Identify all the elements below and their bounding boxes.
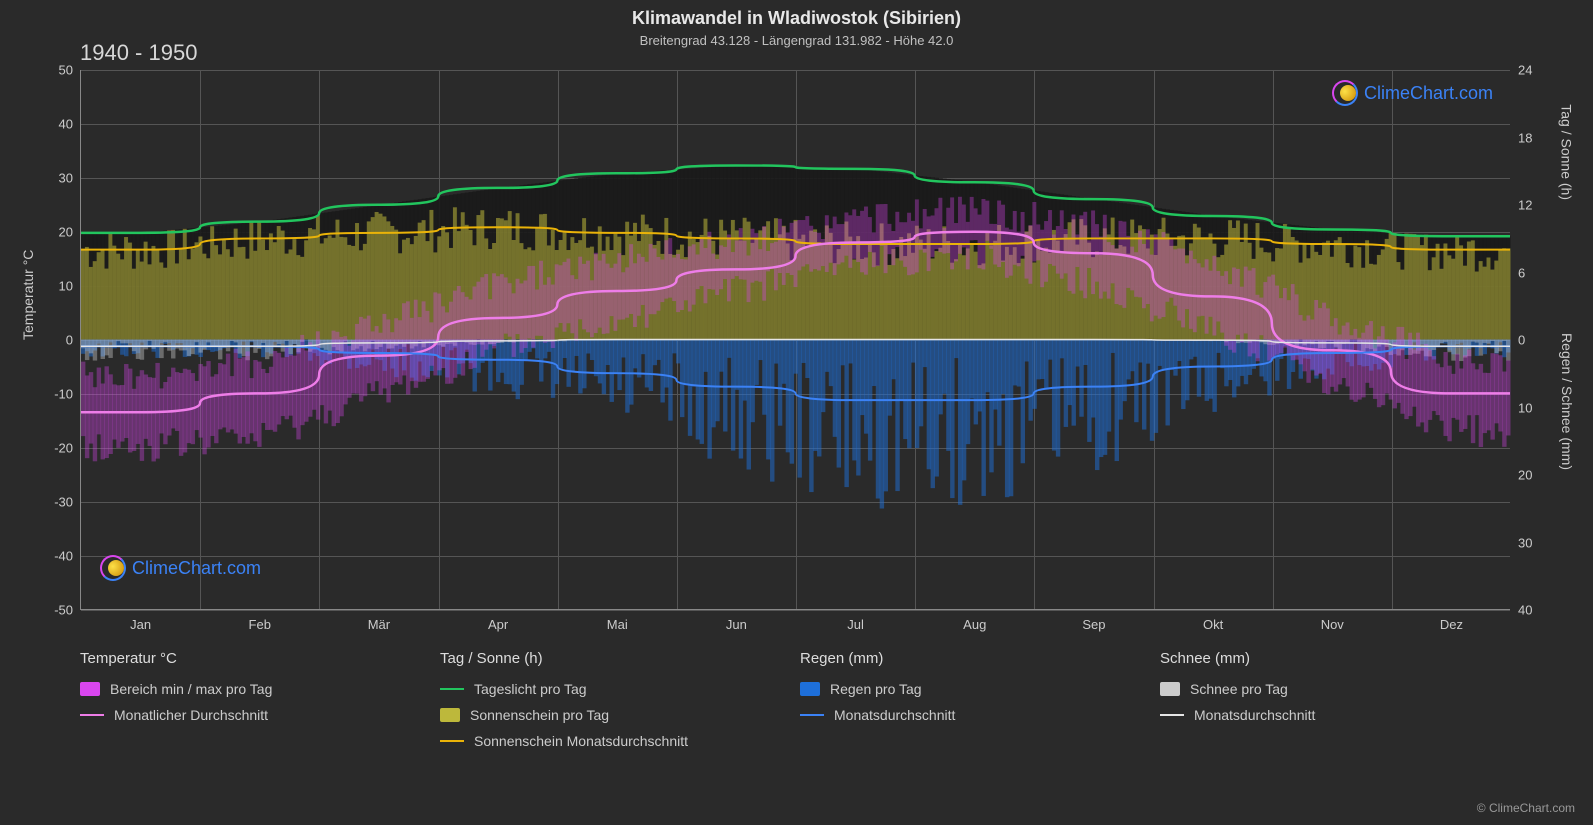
legend-group: Temperatur °C Bereich min / max pro Tag Mo… [80, 650, 430, 759]
ytick-left: 40 [59, 117, 81, 132]
ytick-left: -30 [54, 495, 81, 510]
legend-item: Monatsdurchschnitt [1160, 707, 1510, 723]
ytick-left: 30 [59, 171, 81, 186]
legend-swatch [1160, 682, 1180, 696]
legend-group-title: Temperatur °C [80, 650, 430, 667]
legend-item: Monatsdurchschnitt [800, 707, 1150, 723]
legend-label: Tageslicht pro Tag [474, 681, 587, 697]
brand-name: ClimeChart.com [1364, 83, 1493, 104]
ytick-right-hours: 24 [1510, 63, 1532, 78]
ytick-left: -20 [54, 441, 81, 456]
ytick-right-mm: 40 [1510, 603, 1532, 618]
xtick-month: Jul [847, 609, 864, 632]
xtick-month: Nov [1321, 609, 1344, 632]
legend-swatch [80, 714, 104, 716]
chart-subtitle: Breitengrad 43.128 - Längengrad 131.982 … [0, 29, 1593, 48]
legend-item: Sonnenschein Monatsdurchschnitt [440, 733, 790, 749]
ytick-right-hours: 18 [1510, 130, 1532, 145]
legend-item: Bereich min / max pro Tag [80, 681, 430, 697]
xtick-month: Jun [726, 609, 747, 632]
xtick-month: Feb [249, 609, 271, 632]
legend-item: Sonnenschein pro Tag [440, 707, 790, 723]
ytick-right-hours: 12 [1510, 198, 1532, 213]
ytick-left: -40 [54, 549, 81, 564]
ytick-left: 20 [59, 225, 81, 240]
xtick-month: Jan [130, 609, 151, 632]
legend-swatch [800, 682, 820, 696]
xtick-month: Aug [963, 609, 986, 632]
legend-label: Regen pro Tag [830, 681, 922, 697]
ytick-right-hours: 6 [1510, 265, 1525, 280]
copyright-watermark: © ClimeChart.com [1477, 801, 1575, 815]
legend-group: Schnee (mm) Schnee pro Tag Monatsdurchschn… [1160, 650, 1510, 759]
legend-label: Sonnenschein Monatsdurchschnitt [474, 733, 688, 749]
legend-item: Tageslicht pro Tag [440, 681, 790, 697]
climechart-icon [100, 555, 126, 581]
y-axis-right-top-label: Tag / Sonne (h) [1559, 104, 1575, 200]
ytick-left: -50 [54, 603, 81, 618]
ytick-right-mm: 30 [1510, 535, 1532, 550]
legend-swatch [1160, 714, 1184, 716]
ytick-left: 10 [59, 279, 81, 294]
legend-label: Monatlicher Durchschnitt [114, 707, 268, 723]
legend-swatch [440, 708, 460, 722]
chart-plot-area: -50-40-30-20-100102030405006121824102030… [80, 70, 1510, 610]
ytick-right-mm: 10 [1510, 400, 1532, 415]
legend-swatch [440, 740, 464, 742]
legend-label: Monatsdurchschnitt [1194, 707, 1315, 723]
legend-swatch [80, 682, 100, 696]
y-axis-left-label: Temperatur °C [20, 250, 36, 340]
period-label: 1940 - 1950 [80, 40, 197, 66]
brand-logo-bottom: ClimeChart.com [100, 555, 261, 581]
ytick-right-hours: 0 [1510, 333, 1525, 348]
xtick-month: Mär [368, 609, 390, 632]
ytick-right-mm: 20 [1510, 468, 1532, 483]
legend-group-title: Schnee (mm) [1160, 650, 1510, 667]
legend-group: Regen (mm) Regen pro Tag Monatsdurchschnit… [800, 650, 1150, 759]
legend-item: Monatlicher Durchschnitt [80, 707, 430, 723]
ytick-left: 50 [59, 63, 81, 78]
climechart-icon [1332, 80, 1358, 106]
legend-label: Schnee pro Tag [1190, 681, 1288, 697]
legend-group-title: Tag / Sonne (h) [440, 650, 790, 667]
legend-label: Bereich min / max pro Tag [110, 681, 272, 697]
chart-title: Klimawandel in Wladiwostok (Sibirien) [0, 0, 1593, 29]
brand-name: ClimeChart.com [132, 558, 261, 579]
ytick-left: -10 [54, 387, 81, 402]
y-axis-right-bottom-label: Regen / Schnee (mm) [1559, 333, 1575, 470]
legend-label: Monatsdurchschnitt [834, 707, 955, 723]
brand-logo-top: ClimeChart.com [1332, 80, 1493, 106]
legend-item: Regen pro Tag [800, 681, 1150, 697]
ytick-left: 0 [66, 333, 81, 348]
legend-group: Tag / Sonne (h) Tageslicht pro Tag Sonnens… [440, 650, 790, 759]
xtick-month: Apr [488, 609, 508, 632]
legend-group-title: Regen (mm) [800, 650, 1150, 667]
legend-item: Schnee pro Tag [1160, 681, 1510, 697]
legend-swatch [440, 688, 464, 690]
legend-swatch [800, 714, 824, 716]
xtick-month: Mai [607, 609, 628, 632]
legend: Temperatur °C Bereich min / max pro Tag Mo… [80, 650, 1510, 759]
xtick-month: Sep [1082, 609, 1105, 632]
legend-label: Sonnenschein pro Tag [470, 707, 609, 723]
xtick-month: Okt [1203, 609, 1223, 632]
xtick-month: Dez [1440, 609, 1463, 632]
